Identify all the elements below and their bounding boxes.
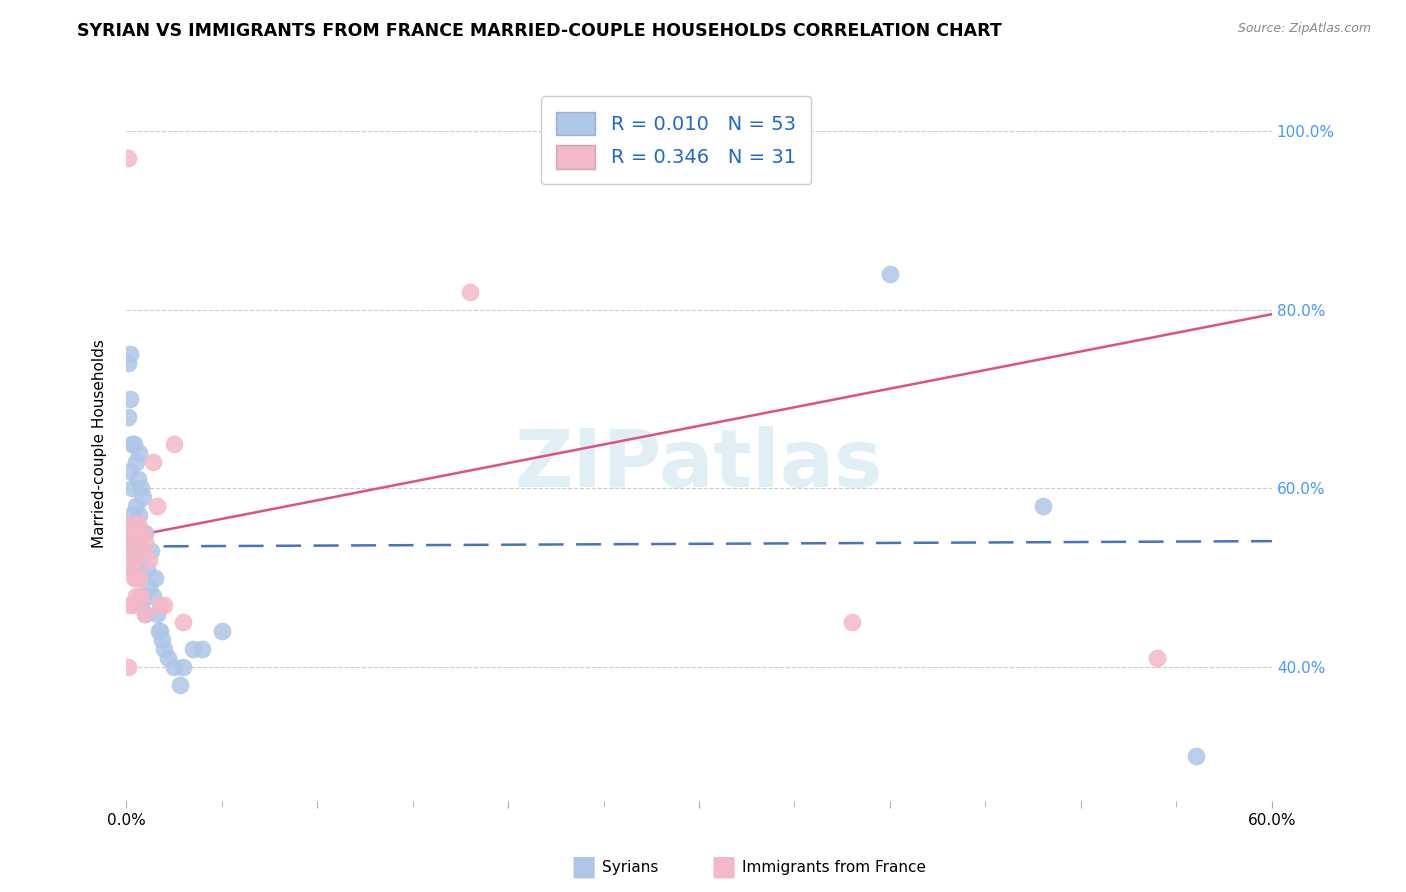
Point (163, 436, 186, 450)
Point (118, 392, 141, 406)
Text: ZIPatlas: ZIPatlas (515, 426, 883, 504)
Point (145, 500, 167, 514)
Point (127, 517, 149, 532)
Point (121, 482, 143, 496)
Point (181, 642, 204, 657)
Text: Source: ZipAtlas.com: Source: ZipAtlas.com (1237, 22, 1371, 36)
Point (121, 526, 143, 541)
Point (1032, 500, 1054, 514)
Point (131, 482, 153, 496)
Text: SYRIAN VS IMMIGRANTS FROM FRANCE MARRIED-COUPLE HOUSEHOLDS CORRELATION CHART: SYRIAN VS IMMIGRANTS FROM FRANCE MARRIED… (77, 22, 1002, 40)
Point (150, 633, 173, 648)
Point (122, 544, 145, 558)
Point (124, 589, 146, 603)
Point (127, 473, 149, 487)
Point (128, 535, 150, 549)
Point (118, 526, 141, 541)
Point (122, 553, 145, 567)
Point (121, 436, 143, 450)
Point (132, 491, 155, 505)
Point (121, 517, 143, 532)
Point (153, 598, 176, 612)
Y-axis label: Married-couple Households: Married-couple Households (93, 339, 107, 549)
Point (132, 526, 155, 541)
Point (124, 526, 146, 541)
Point (134, 526, 156, 541)
Point (163, 660, 186, 674)
Point (122, 436, 145, 450)
Point (139, 544, 162, 558)
Point (124, 553, 146, 567)
Point (121, 508, 143, 523)
Point (117, 535, 139, 549)
Point (153, 642, 176, 657)
Point (458, 285, 481, 299)
Point (122, 562, 145, 576)
Point (157, 651, 180, 665)
Point (122, 571, 145, 585)
Point (131, 526, 153, 541)
Point (127, 553, 149, 567)
Point (128, 508, 150, 523)
Point (134, 607, 156, 621)
Point (124, 571, 146, 585)
Point (136, 562, 159, 576)
Point (134, 607, 156, 621)
Point (131, 544, 153, 558)
Point (118, 598, 141, 612)
Point (117, 660, 139, 674)
Point (118, 347, 141, 361)
Point (1184, 749, 1206, 764)
Point (142, 455, 165, 469)
Point (132, 589, 155, 603)
Point (122, 517, 145, 532)
Point (879, 267, 901, 281)
Text: Syrians: Syrians (602, 860, 658, 874)
Legend: R = 0.010   N = 53, R = 0.346   N = 31: R = 0.010 N = 53, R = 0.346 N = 31 (541, 96, 811, 185)
Point (142, 589, 165, 603)
Point (117, 356, 139, 370)
Point (191, 642, 214, 657)
Point (117, 409, 139, 424)
Point (138, 580, 160, 594)
Point (145, 607, 167, 621)
Point (131, 598, 153, 612)
Point (148, 624, 170, 639)
Point (128, 571, 150, 585)
Text: Immigrants from France: Immigrants from France (742, 860, 927, 874)
Point (128, 445, 150, 459)
Text: ■: ■ (571, 853, 596, 881)
Point (117, 544, 139, 558)
Point (131, 589, 153, 603)
Text: ■: ■ (711, 853, 737, 881)
Point (149, 598, 172, 612)
Point (124, 500, 146, 514)
Point (118, 526, 141, 541)
Point (121, 562, 143, 576)
Point (127, 571, 149, 585)
Point (128, 535, 150, 549)
Point (134, 535, 156, 549)
Point (117, 151, 139, 165)
Point (841, 615, 863, 630)
Point (149, 624, 172, 639)
Point (121, 598, 143, 612)
Point (172, 660, 194, 674)
Point (211, 624, 233, 639)
Point (121, 535, 143, 549)
Point (138, 553, 160, 567)
Point (169, 678, 191, 692)
Point (118, 464, 141, 478)
Point (172, 615, 194, 630)
Point (124, 455, 146, 469)
Point (1146, 651, 1168, 665)
Point (143, 571, 166, 585)
Point (127, 526, 149, 541)
